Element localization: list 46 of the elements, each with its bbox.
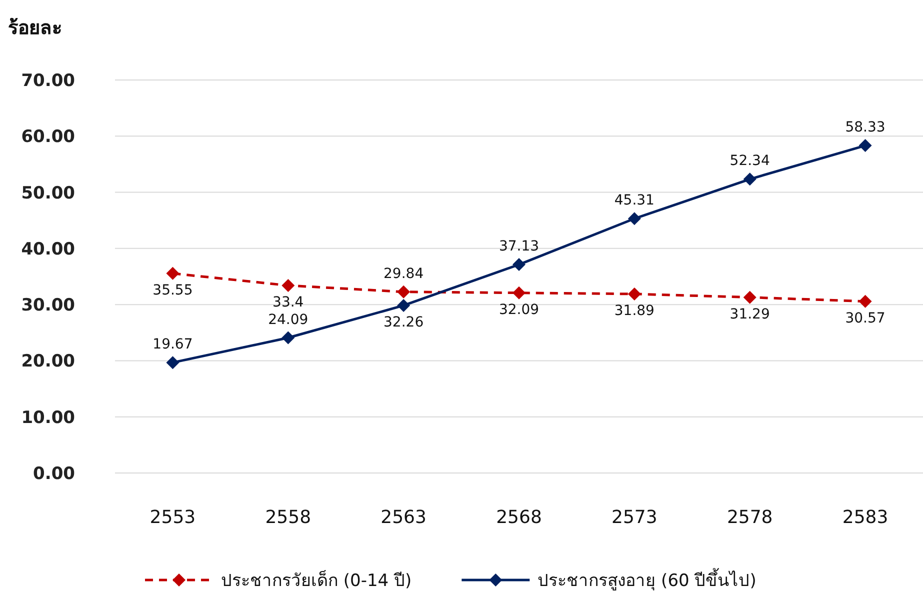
data-label: 19.67 (152, 336, 193, 353)
data-label: 32.26 (384, 314, 424, 330)
y-axis-title: ร้อยละ (8, 17, 62, 39)
data-label: 35.55 (152, 282, 193, 298)
legend-label: ประชากรวัยเด็ก (0-14 ปี) (221, 569, 412, 591)
point (282, 331, 295, 344)
y-tick-label: 70.00 (21, 71, 76, 91)
point (628, 287, 641, 300)
point (743, 290, 756, 304)
x-tick-label: 2573 (612, 507, 658, 528)
y-tick-label: 10.00 (21, 408, 76, 428)
data-label: 37.13 (498, 238, 540, 255)
point (743, 172, 756, 186)
x-tick-label: 2563 (380, 507, 426, 528)
point (512, 286, 526, 300)
data-label: 30.57 (845, 310, 886, 326)
point (166, 266, 180, 280)
point (858, 294, 872, 308)
point (512, 258, 526, 272)
y-tick-label: 0.00 (33, 464, 76, 484)
data-label: 58.33 (845, 120, 886, 136)
data-label: 32.09 (498, 302, 540, 318)
x-tick-label: 2578 (726, 507, 773, 528)
data-label: 52.34 (730, 153, 770, 170)
point (397, 285, 410, 298)
point (282, 278, 295, 292)
x-tick-label: 2583 (842, 507, 888, 528)
point (628, 212, 641, 226)
point (397, 298, 410, 312)
x-tick-label: 2568 (496, 507, 542, 528)
point (166, 356, 180, 370)
y-tick-label: 30.00 (21, 296, 76, 316)
x-tick-label: 2553 (150, 507, 196, 528)
y-tick-label: 40.00 (21, 239, 76, 260)
y-tick-label: 20.00 (21, 352, 76, 372)
legend-label: ประชากรสูงอายุ (60 ปีขึ้นไป) (538, 568, 756, 591)
data-label: 29.84 (384, 266, 424, 282)
data-label: 45.31 (614, 192, 654, 209)
data-label: 33.4 (272, 294, 304, 310)
data-label: 24.09 (268, 312, 308, 328)
data-label: 31.89 (614, 302, 654, 319)
x-tick-label: 2558 (265, 507, 312, 528)
data-label: 31.29 (730, 306, 770, 322)
y-tick-label: 50.00 (21, 183, 76, 204)
point (858, 139, 872, 152)
y-tick-label: 60.00 (21, 127, 76, 148)
